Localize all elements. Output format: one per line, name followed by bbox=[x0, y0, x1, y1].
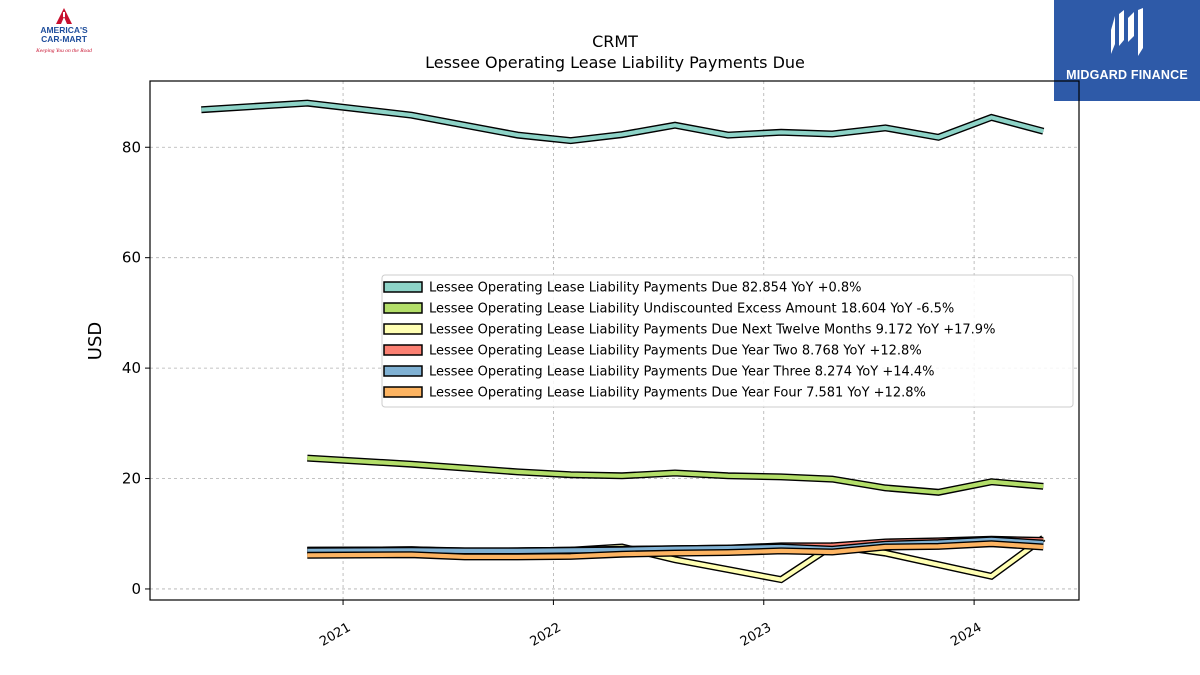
series-group bbox=[201, 99, 1046, 584]
legend-item: Lessee Operating Lease Liability Payment… bbox=[383, 323, 995, 338]
legend-swatch bbox=[383, 302, 423, 314]
y-tick-label: 0 bbox=[131, 580, 141, 598]
midgard-wordmark: MIDGARD FINANCE bbox=[1066, 68, 1188, 82]
plot-frame bbox=[149, 80, 1080, 601]
midgard-emblem-icon bbox=[1111, 8, 1143, 56]
y-tick-label: 80 bbox=[122, 138, 141, 156]
y-tick-label: 40 bbox=[122, 359, 141, 377]
series-line-5 bbox=[307, 536, 1044, 555]
series-stroke bbox=[307, 541, 1044, 560]
chart-subtitle: Lessee Operating Lease Liability Payment… bbox=[425, 53, 805, 72]
y-tick-label: 60 bbox=[122, 249, 141, 267]
legend-item: Lessee Operating Lease Liability Payment… bbox=[383, 365, 935, 380]
legend-swatch bbox=[383, 281, 423, 293]
chart-title: CRMT bbox=[592, 32, 638, 51]
legend-label: Lessee Operating Lease Liability Payment… bbox=[429, 344, 922, 359]
brand-line-2: CAR-MART bbox=[41, 34, 87, 44]
legend-swatch bbox=[383, 344, 423, 356]
legend: Lessee Operating Lease Liability Payment… bbox=[381, 274, 1074, 408]
car-mart-tagline: Keeping You on the Road bbox=[36, 48, 92, 54]
series-stroke bbox=[307, 537, 1044, 554]
legend-item: Lessee Operating Lease Liability Payment… bbox=[383, 386, 926, 401]
x-tick-label: 2023 bbox=[738, 620, 774, 650]
x-tick-label: 2022 bbox=[528, 620, 564, 650]
car-mart-emblem-icon bbox=[56, 8, 72, 24]
series-stroke bbox=[307, 456, 1044, 495]
series-line-1 bbox=[201, 99, 1045, 145]
legend-label: Lessee Operating Lease Liability Payment… bbox=[429, 281, 862, 296]
legend-label: Lessee Operating Lease Liability Undisco… bbox=[429, 302, 954, 317]
legend-label: Lessee Operating Lease Liability Payment… bbox=[429, 365, 935, 380]
legend-item: Lessee Operating Lease Liability Payment… bbox=[383, 344, 922, 359]
y-axis-label: USD bbox=[85, 322, 106, 360]
legend-label: Lessee Operating Lease Liability Payment… bbox=[429, 386, 926, 401]
car-mart-brand-text: AMERICA'S CAR-MART bbox=[22, 26, 106, 44]
series-line-2 bbox=[307, 454, 1044, 496]
series-line-6 bbox=[307, 540, 1044, 561]
legend-item: Lessee Operating Lease Liability Payment… bbox=[383, 281, 862, 296]
legend-swatch bbox=[383, 365, 423, 377]
x-tick-label: 2021 bbox=[317, 620, 353, 650]
legend-box bbox=[381, 274, 1074, 408]
legend-swatch bbox=[383, 386, 423, 398]
legend-item: Lessee Operating Lease Liability Undisco… bbox=[383, 302, 954, 317]
midgard-finance-logo: MIDGARD FINANCE bbox=[1054, 0, 1200, 101]
series-stroke bbox=[201, 100, 1044, 143]
x-tick-label: 2024 bbox=[948, 620, 984, 650]
y-tick-label: 20 bbox=[122, 470, 141, 488]
legend-label: Lessee Operating Lease Liability Payment… bbox=[429, 323, 995, 338]
americas-car-mart-logo: AMERICA'S CAR-MART Keeping You on the Ro… bbox=[22, 6, 106, 58]
legend-swatch bbox=[383, 323, 423, 335]
brand-line-1: AMERICA'S bbox=[40, 25, 88, 35]
